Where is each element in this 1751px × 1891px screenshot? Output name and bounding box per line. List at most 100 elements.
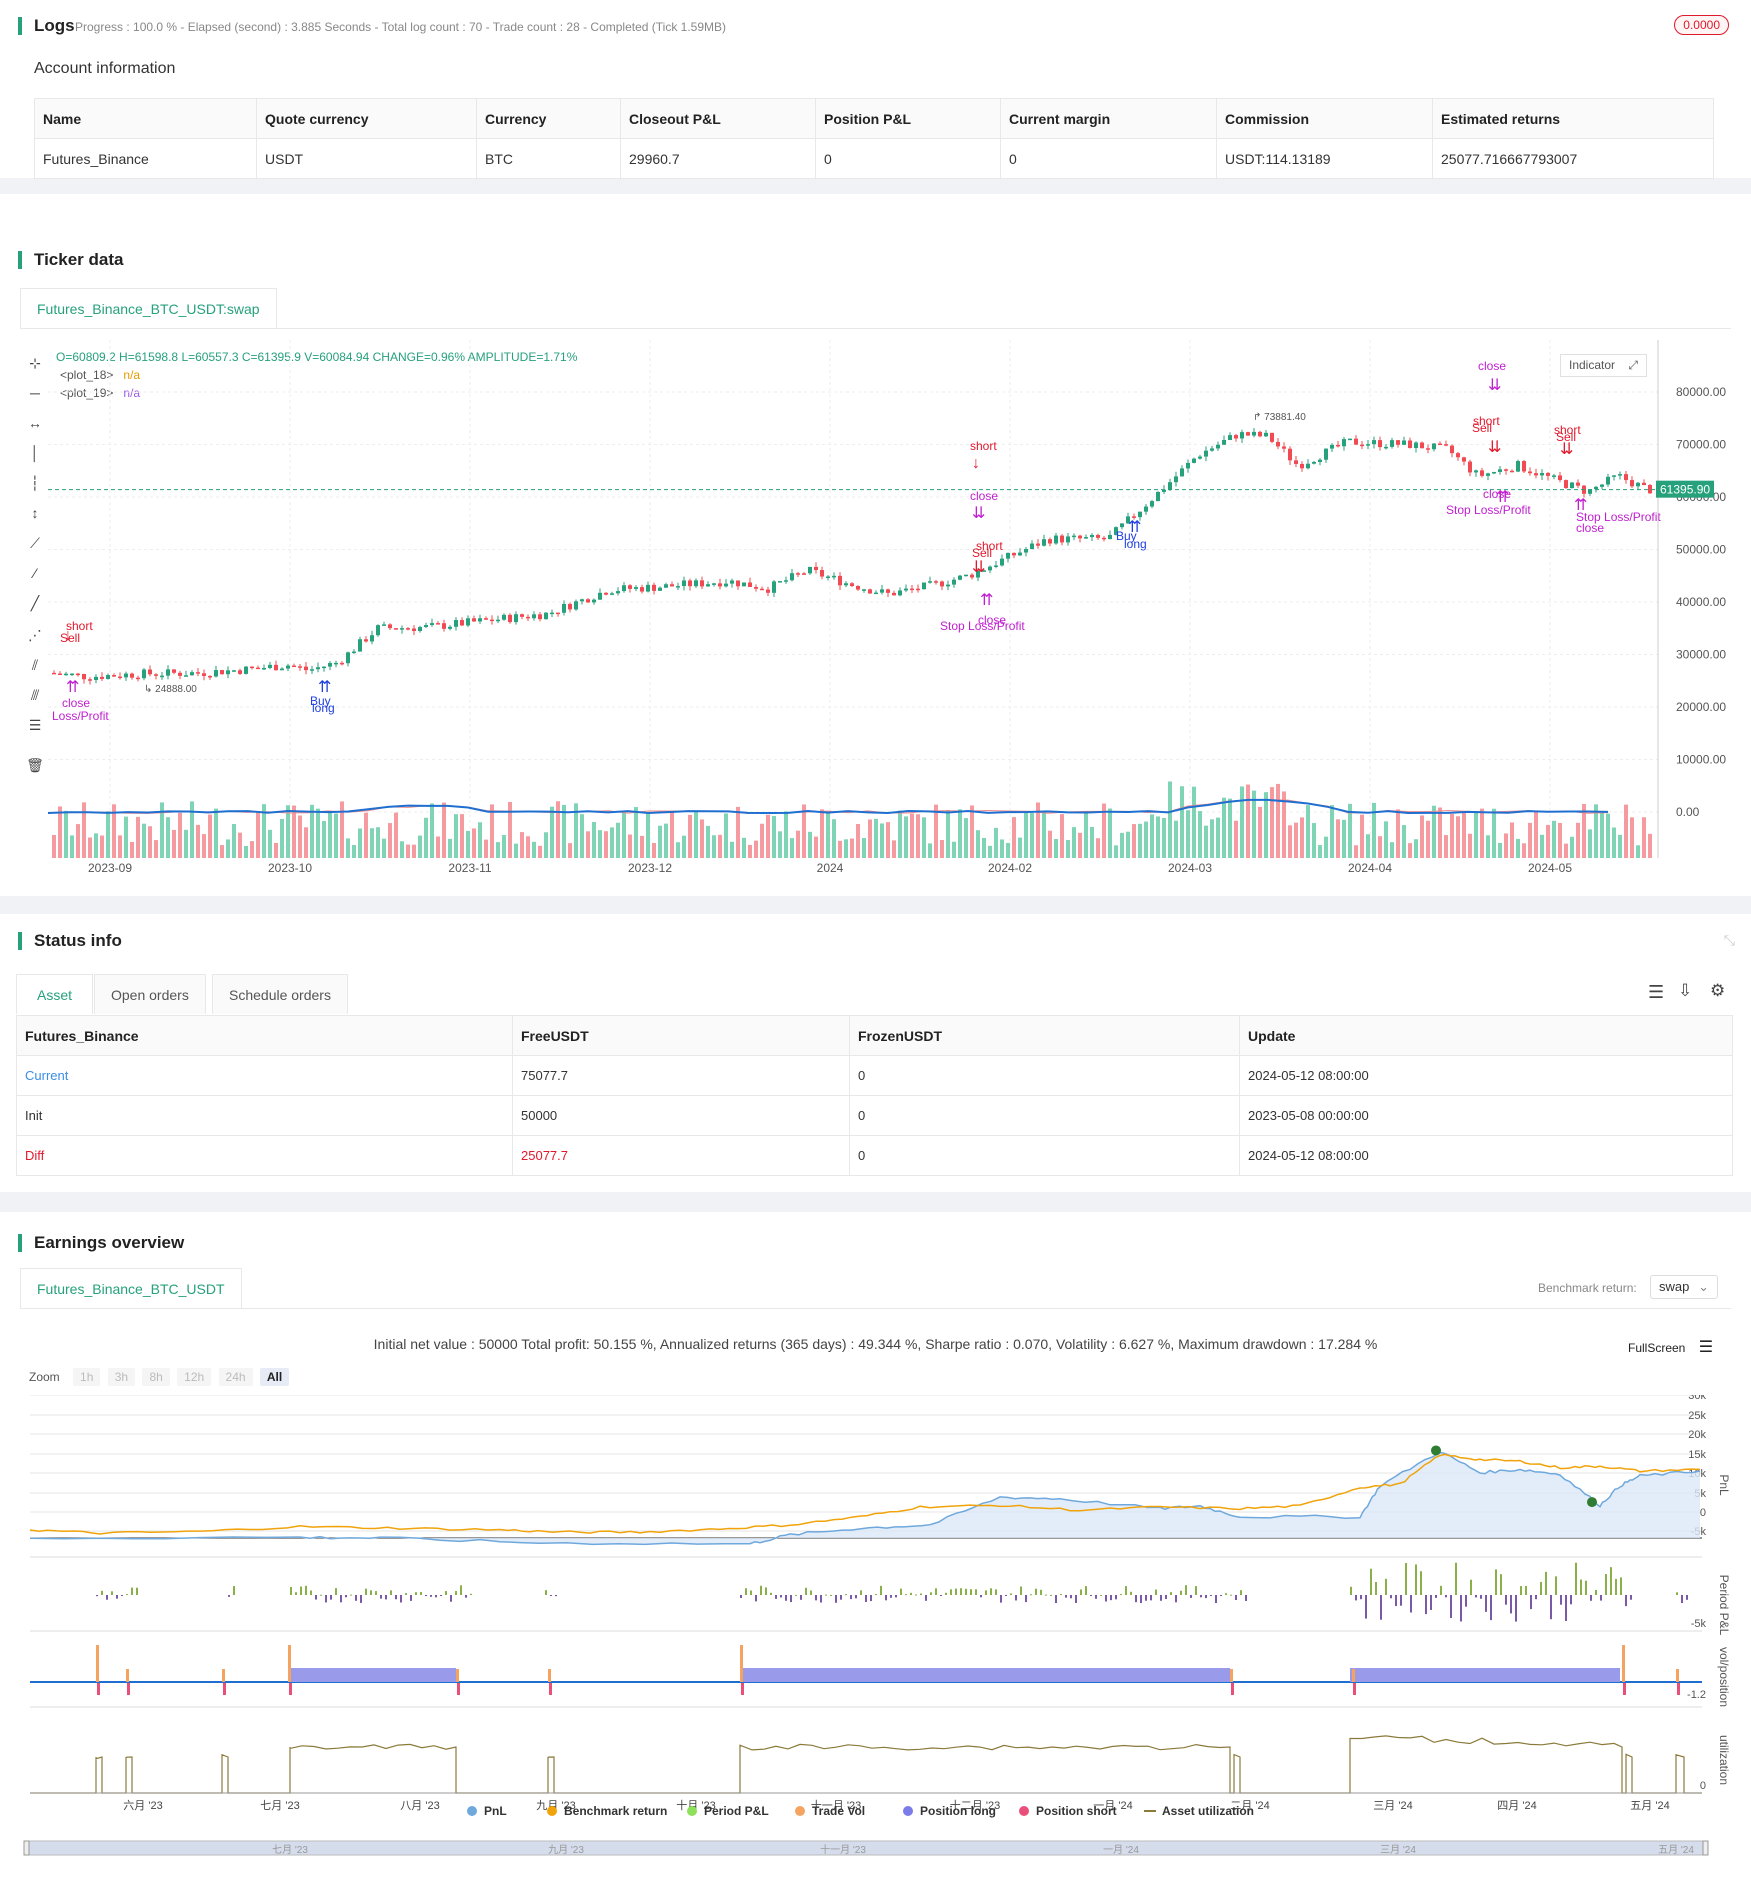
vertical-segment-icon[interactable]: ┆	[30, 475, 40, 491]
period-pnl-bar	[1185, 1585, 1187, 1595]
volume-bar	[1636, 845, 1640, 858]
candle-body	[1300, 463, 1304, 469]
fib-channel-icon[interactable]: ⫻	[30, 687, 40, 703]
col-name: Name	[34, 98, 257, 139]
period-pnl-bar	[850, 1595, 852, 1600]
candle-body	[676, 586, 680, 588]
price-range-icon[interactable]: ⋰	[28, 627, 42, 643]
volume-bar	[1342, 819, 1346, 858]
candle-body	[184, 675, 188, 677]
trade-vol-bar	[548, 1669, 551, 1682]
fullscreen-button[interactable]: FullScreen ☰	[1628, 1337, 1713, 1357]
volume-bar	[1384, 821, 1388, 858]
fullscreen-label: FullScreen	[1628, 1341, 1686, 1355]
tab-schedule-orders[interactable]: Schedule orders	[212, 974, 348, 1014]
trend-line-icon[interactable]: ⟋	[30, 535, 40, 551]
horizontal-line-icon[interactable]: ─	[30, 385, 40, 401]
candle-body	[1510, 470, 1514, 473]
candle-body	[784, 580, 788, 582]
trash-icon[interactable]: 🗑	[26, 757, 44, 773]
candle-body	[1294, 460, 1298, 464]
settings-gear-icon[interactable]: ⚙	[1710, 981, 1726, 1000]
candle-body	[862, 589, 866, 591]
candle-body	[508, 614, 512, 623]
zoom-3h-button[interactable]: 3h	[107, 1368, 136, 1386]
vertical-line-icon[interactable]: │	[30, 445, 40, 461]
candle-body	[310, 669, 314, 671]
candle-body	[856, 585, 860, 590]
horizontal-ray-icon[interactable]: ↔	[28, 415, 42, 431]
candle-body	[82, 674, 86, 680]
period-pnl-bar	[1105, 1595, 1107, 1602]
period-pnl-bar	[805, 1587, 807, 1595]
volume-bar	[382, 838, 386, 858]
zoom-all-button[interactable]: All	[259, 1368, 290, 1386]
period-pnl-bar	[1010, 1593, 1012, 1595]
volume-bar	[454, 814, 458, 858]
period-pnl-bar	[760, 1585, 762, 1595]
tab-asset[interactable]: Asset	[16, 974, 94, 1014]
cloud-download-icon[interactable]: ⇩	[1678, 981, 1693, 1000]
cell: 50000	[512, 1095, 850, 1136]
zoom-12h-button[interactable]: 12h	[177, 1368, 212, 1386]
period-pnl-bar	[1425, 1595, 1427, 1615]
col-exchange: Futures_Binance	[16, 1015, 513, 1056]
volume-bar	[1576, 822, 1580, 858]
cell: 25077.7	[512, 1135, 850, 1176]
candlestick-chart[interactable]: ↱ 73881.40↳ 24888.00shortSellcloseLoss/P…	[48, 340, 1728, 880]
candle-body	[202, 673, 206, 676]
expand-icon[interactable]: ⤢	[1628, 358, 1638, 372]
volume-bar	[1378, 836, 1382, 858]
volume-bar	[832, 819, 836, 858]
indicator-button[interactable]: Indicator ⤢	[1560, 354, 1647, 377]
menu-icon[interactable]: ☰	[1698, 1339, 1714, 1356]
list-icon[interactable]: ☰	[1648, 982, 1665, 1002]
tab-open-orders[interactable]: Open orders	[94, 974, 206, 1014]
volume-bar	[670, 810, 674, 858]
candle-body	[1312, 461, 1316, 464]
volume-bar	[1438, 807, 1442, 858]
period-pnl-bar	[1570, 1595, 1572, 1605]
volume-bar	[1090, 827, 1094, 858]
candle-body	[736, 580, 740, 587]
collapse-icon[interactable]: ⤡	[1723, 932, 1735, 948]
volume-bar	[556, 801, 560, 858]
volume-bar	[1618, 834, 1622, 858]
crosshair-tool-icon[interactable]: ⊹	[29, 355, 41, 371]
candle-body	[70, 673, 74, 676]
period-pnl-bar	[900, 1588, 902, 1595]
navigator-tick: 五月 '24	[1658, 1844, 1694, 1856]
volume-bar	[916, 814, 920, 858]
period-pnl-bar	[1070, 1595, 1072, 1599]
candle-body	[1150, 501, 1154, 507]
tab-ticker-symbol[interactable]: Futures_Binance_BTC_USDT:swap	[20, 288, 277, 328]
candle-body	[1264, 432, 1268, 437]
volume-bar	[172, 829, 176, 858]
vertical-ray-icon[interactable]: ↕	[31, 505, 39, 521]
candle-body	[1318, 459, 1322, 462]
benchmark-select[interactable]: swap ⌄	[1650, 1275, 1718, 1299]
period-pnl-bar	[1130, 1591, 1132, 1595]
trade-arrow-icon: ↓	[972, 455, 980, 472]
volume-bar	[880, 823, 884, 858]
candle-body	[532, 614, 536, 619]
candle-body	[268, 664, 272, 668]
earnings-chart[interactable]: 30k25k20k15k10k5k0-5k-5k-1.20 PnLPeriod …	[0, 1395, 1751, 1891]
candle-body	[868, 589, 872, 594]
zoom-8h-button[interactable]: 8h	[142, 1368, 170, 1386]
extended-line-icon[interactable]: ╱	[30, 595, 40, 611]
candle-body	[400, 628, 404, 630]
ray-line-icon[interactable]: ⁄	[33, 565, 37, 581]
earnings-title: Earnings overview	[18, 1234, 184, 1252]
candle-body	[1096, 534, 1100, 538]
zoom-1h-button[interactable]: 1h	[73, 1368, 101, 1386]
zoom-24h-button[interactable]: 24h	[218, 1368, 253, 1386]
period-pnl-bar	[770, 1592, 772, 1595]
candle-body	[1276, 441, 1280, 447]
parallel-channel-icon[interactable]: ⫽	[31, 657, 39, 673]
volume-bar	[1180, 786, 1184, 858]
fib-retracement-icon[interactable]: ☰	[28, 717, 42, 733]
volume-bar	[586, 831, 590, 858]
tab-earnings-symbol[interactable]: Futures_Binance_BTC_USDT	[20, 1268, 242, 1308]
x-tick-label: 2023-09	[88, 861, 132, 875]
